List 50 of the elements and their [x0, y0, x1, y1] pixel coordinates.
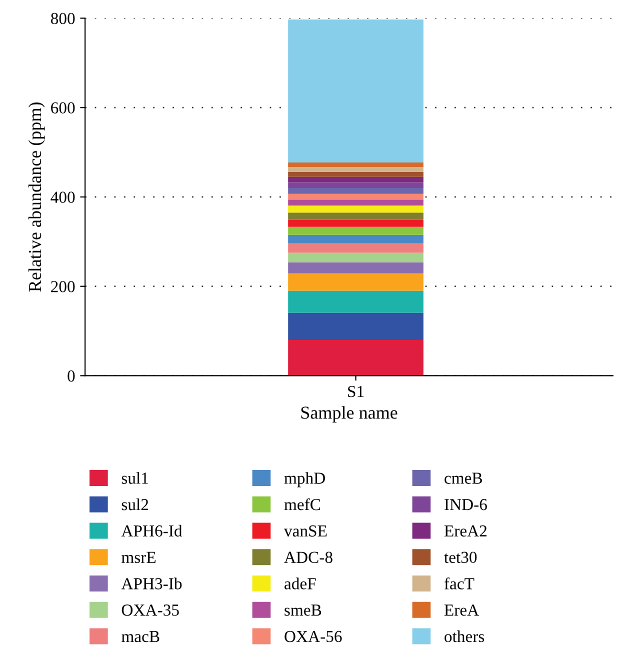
bar — [288, 176, 424, 182]
legend-label: mefC — [284, 498, 320, 510]
legend-label: EreA — [444, 604, 479, 616]
bar — [288, 243, 424, 253]
bar — [288, 262, 424, 274]
bar — [288, 252, 424, 262]
x-axis-title: Sample name — [301, 406, 398, 422]
legend-label: sul2 — [122, 498, 148, 510]
bar — [288, 20, 424, 163]
bar — [288, 172, 424, 177]
legend-label: adeF — [284, 578, 316, 590]
bar — [288, 220, 424, 227]
y-tick-label: 800 — [50, 12, 75, 24]
legend-label: smeB — [284, 604, 322, 616]
bar — [288, 212, 424, 220]
legend-label: APH6-Id — [121, 524, 182, 537]
legend-label: EreA2 — [444, 525, 487, 537]
y-axis-title: Relative abundance (ppm) — [28, 102, 45, 292]
legend-label: ADC-8 — [284, 552, 332, 563]
legend-label: msrE — [122, 552, 156, 563]
legend-label: OXA-56 — [284, 630, 342, 642]
legend-label: others — [444, 630, 484, 642]
bar — [288, 194, 424, 200]
legend-label: macB — [122, 631, 160, 642]
bar — [288, 188, 424, 194]
y-tick-label: 0 — [68, 370, 75, 382]
legend-label: IND-6 — [444, 499, 487, 510]
x-tick-label: S1 — [348, 386, 364, 398]
legend-label: APH3-Ib — [121, 578, 182, 590]
bar — [288, 205, 424, 213]
legend-label: OXA-35 — [122, 604, 179, 616]
legend-label: facT — [444, 577, 474, 590]
legend-label: mphD — [284, 472, 325, 488]
y-tick-label: 200 — [51, 281, 75, 292]
legend-label: sul1 — [122, 472, 148, 484]
bar — [288, 312, 424, 340]
legend-label: vanSE — [284, 525, 327, 537]
bar — [288, 340, 424, 376]
bar — [288, 182, 424, 188]
bar — [288, 167, 424, 172]
legend-label: tet30 — [444, 552, 477, 563]
bar — [288, 200, 424, 206]
bar — [288, 273, 424, 291]
y-tick-label: 600 — [51, 102, 75, 114]
bar — [288, 162, 424, 168]
legend-label: cmeB — [444, 472, 482, 484]
bar — [288, 234, 424, 244]
bar — [288, 290, 424, 313]
bar — [288, 226, 424, 235]
y-tick-label: 400 — [50, 192, 75, 203]
